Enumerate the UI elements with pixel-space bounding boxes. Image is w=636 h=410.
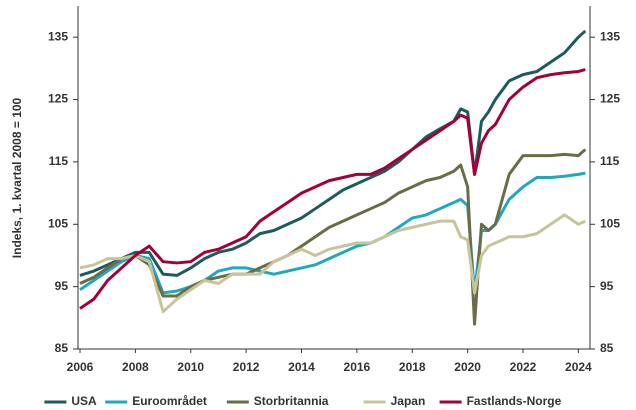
legend-label: Storbritannia xyxy=(254,394,329,408)
x-tick-label: 2018 xyxy=(399,360,426,374)
y-tick-label: 105 xyxy=(48,216,68,230)
y2-tick-label: 135 xyxy=(600,29,620,43)
y2-tick-label: 105 xyxy=(600,216,620,230)
x-tick-label: 2014 xyxy=(288,360,315,374)
x-tick-label: 2012 xyxy=(233,360,260,374)
y2-tick-label: 85 xyxy=(600,341,614,355)
x-tick-label: 2022 xyxy=(510,360,537,374)
series-line xyxy=(79,171,586,295)
y-tick-label: 85 xyxy=(55,341,69,355)
y-tick-label: 115 xyxy=(49,154,69,168)
x-tick-label: 2006 xyxy=(67,360,94,374)
x-tick-label: 2024 xyxy=(565,360,592,374)
y2-tick-label: 125 xyxy=(600,92,620,106)
legend-label: USA xyxy=(71,394,97,408)
x-tick-label: 2010 xyxy=(177,360,204,374)
series-line xyxy=(79,68,586,310)
legend-label: Euroområdet xyxy=(132,394,207,408)
y-tick-label: 125 xyxy=(48,92,68,106)
x-tick-label: 2020 xyxy=(454,360,481,374)
series-line xyxy=(79,213,586,314)
series-line xyxy=(79,148,587,326)
y2-tick-label: 115 xyxy=(600,154,620,168)
legend-label: Fastlands-Norge xyxy=(467,394,562,408)
y2-tick-label: 95 xyxy=(600,279,614,293)
y-tick-label: 95 xyxy=(55,279,69,293)
series-line xyxy=(79,29,587,277)
x-tick-label: 2016 xyxy=(344,360,371,374)
y-tick-label: 135 xyxy=(48,29,68,43)
x-tick-label: 2008 xyxy=(122,360,149,374)
y-axis-label: Indeks, 1. kvartal 2008 = 100 xyxy=(10,97,24,258)
legend-label: Japan xyxy=(391,394,426,408)
